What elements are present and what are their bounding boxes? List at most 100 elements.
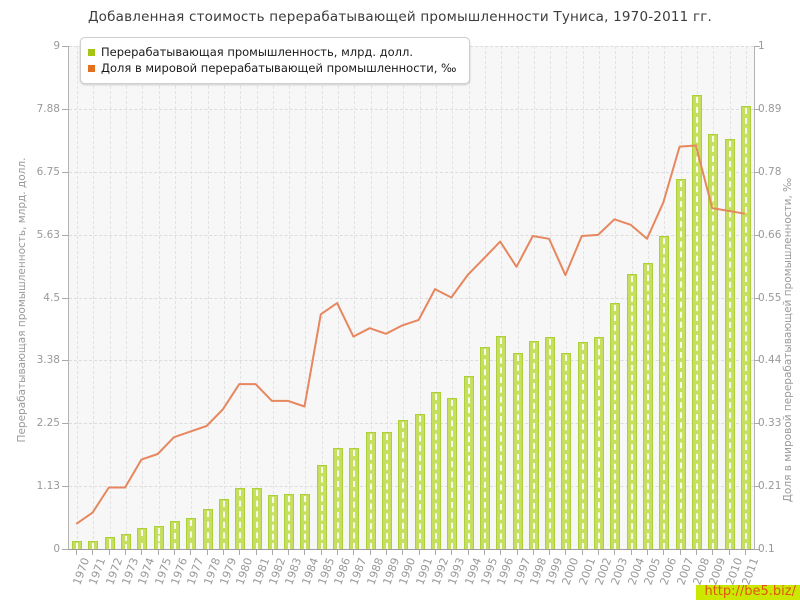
y-tick-label-left: 5.63 xyxy=(36,228,60,241)
v-gridline xyxy=(435,46,437,549)
x-tick-mark xyxy=(418,550,420,555)
x-tick-mark xyxy=(304,550,306,555)
y-tick-label-right: 0.33 xyxy=(758,417,782,430)
x-tick-mark xyxy=(500,550,502,555)
v-gridline xyxy=(582,46,584,549)
bar-1989 xyxy=(382,432,393,549)
h-gridline xyxy=(69,171,754,173)
bar-series-swatch-icon xyxy=(88,48,95,56)
watermark-link[interactable]: http://be5.biz/ xyxy=(696,585,800,600)
y-tick-label-right: 1 xyxy=(758,40,765,52)
bar-1977 xyxy=(186,517,197,550)
y-tick-label-left: 1.13 xyxy=(36,480,60,493)
y-tick-label-right: 0.1 xyxy=(758,543,775,555)
x-tick-mark xyxy=(206,550,208,555)
y-tick-label-left: 7.88 xyxy=(36,102,60,115)
x-tick-mark xyxy=(565,550,567,555)
bar-1976 xyxy=(170,521,180,549)
bar-1998 xyxy=(528,341,539,549)
x-tick-mark xyxy=(157,550,159,555)
x-tick-mark xyxy=(386,550,388,555)
bar-2004 xyxy=(626,274,637,549)
bar-2005 xyxy=(642,263,653,549)
x-tick-mark xyxy=(76,550,78,555)
bar-2008 xyxy=(691,95,702,549)
v-gridline xyxy=(158,46,160,549)
bar-1995 xyxy=(479,347,490,549)
y-tick-label-right: 0.21 xyxy=(758,480,782,493)
bar-1997 xyxy=(512,353,523,549)
plot-area xyxy=(68,46,755,550)
x-tick-mark xyxy=(581,550,583,555)
bar-1974 xyxy=(137,527,148,550)
h-gridline xyxy=(69,423,754,425)
x-tick-mark xyxy=(712,550,714,555)
bar-1983 xyxy=(284,493,295,550)
v-gridline xyxy=(207,46,209,549)
bar-1987 xyxy=(349,448,360,549)
left-tick-mark xyxy=(62,297,68,299)
bar-1970 xyxy=(72,541,83,549)
v-gridline xyxy=(223,46,225,549)
x-tick-mark xyxy=(271,550,273,555)
share-line-layer xyxy=(75,144,745,525)
left-tick-mark xyxy=(62,360,68,362)
x-tick-mark xyxy=(532,550,534,555)
x-tick-mark xyxy=(125,550,127,555)
x-tick-mark xyxy=(744,550,746,555)
v-gridline xyxy=(387,46,389,549)
v-gridline xyxy=(615,46,617,549)
bar-1979 xyxy=(218,499,229,549)
v-gridline xyxy=(419,46,421,549)
x-tick-mark xyxy=(255,550,257,555)
bar-1996 xyxy=(496,336,507,549)
bar-1980 xyxy=(235,487,246,550)
x-tick-mark xyxy=(434,550,436,555)
v-gridline xyxy=(126,46,128,549)
bar-1985 xyxy=(316,464,327,550)
v-gridline xyxy=(142,46,144,549)
bar-1973 xyxy=(121,533,132,550)
y-tick-label-right: 0.66 xyxy=(758,228,782,241)
legend: Перерабатывающая промышленность, млрд. д… xyxy=(80,37,471,84)
left-tick-mark xyxy=(62,46,68,47)
y-tick-label-left: 6.75 xyxy=(36,165,60,178)
bar-1990 xyxy=(398,420,409,549)
v-gridline xyxy=(321,46,323,549)
h-gridline xyxy=(69,486,754,488)
h-gridline xyxy=(69,108,754,110)
v-gridline xyxy=(256,46,258,549)
v-gridline xyxy=(452,46,454,549)
x-tick-mark xyxy=(92,550,94,555)
x-tick-mark xyxy=(353,550,355,555)
y-tick-label-left: 0 xyxy=(53,543,60,555)
bar-2001 xyxy=(577,341,588,550)
v-gridline xyxy=(533,46,535,549)
x-tick-mark xyxy=(679,550,681,555)
v-gridline xyxy=(338,46,340,549)
h-gridline xyxy=(69,297,754,299)
bar-1975 xyxy=(153,525,164,550)
bar-2000 xyxy=(561,352,572,550)
bar-1994 xyxy=(463,375,474,550)
bar-2006 xyxy=(659,236,670,549)
line-series-swatch-icon xyxy=(88,64,95,72)
x-tick-mark xyxy=(663,550,665,555)
bar-1991 xyxy=(414,414,425,549)
chart-title: Добавленная стоимость перерабатывающей п… xyxy=(87,9,713,25)
x-tick-mark xyxy=(320,550,322,555)
x-tick-mark xyxy=(108,550,110,555)
left-tick-mark xyxy=(62,549,68,550)
x-tick-mark xyxy=(728,550,730,555)
v-gridline xyxy=(484,46,486,549)
v-gridline xyxy=(354,46,356,549)
bar-2002 xyxy=(594,336,605,550)
y-tick-label-left: 2.25 xyxy=(36,417,60,430)
v-gridline xyxy=(403,46,405,549)
v-gridline xyxy=(305,46,307,549)
x-tick-mark xyxy=(614,550,616,555)
right-tick-mark xyxy=(754,108,760,110)
right-tick-mark xyxy=(754,171,760,173)
legend-label-share: Доля в мировой перерабатывающей промышле… xyxy=(101,61,457,75)
